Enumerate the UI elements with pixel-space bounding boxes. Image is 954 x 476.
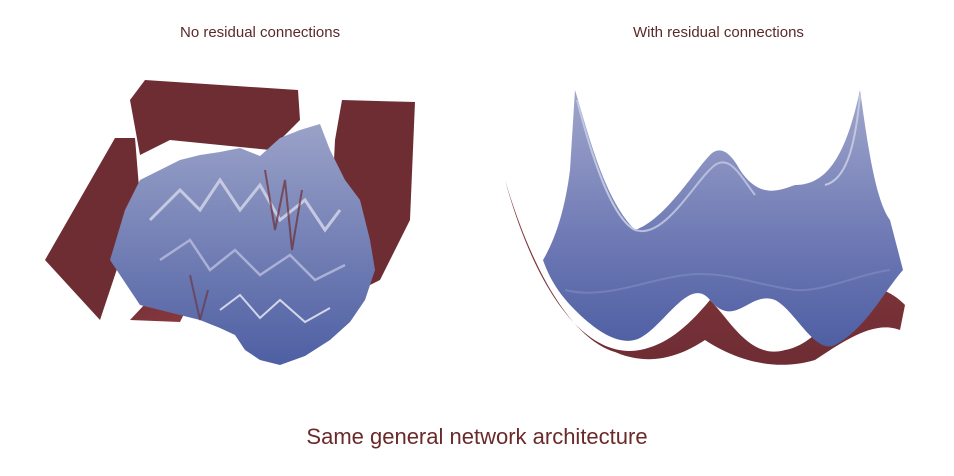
ridge-highlights xyxy=(148,177,342,233)
ridge-line xyxy=(576,99,636,231)
plateau-back xyxy=(130,80,300,155)
plateau-left xyxy=(45,138,140,320)
loss-surface-with-residual xyxy=(505,90,905,365)
loss-surface-no-residual xyxy=(45,80,415,365)
panel-title-with-residual: With residual connections xyxy=(633,24,804,41)
panel-title-no-residual: No residual connections xyxy=(180,24,341,41)
surface-underside xyxy=(505,180,905,365)
chaotic-basin xyxy=(110,124,375,365)
smooth-basin xyxy=(543,90,903,347)
figure-caption: Same general network architecture xyxy=(306,424,648,449)
